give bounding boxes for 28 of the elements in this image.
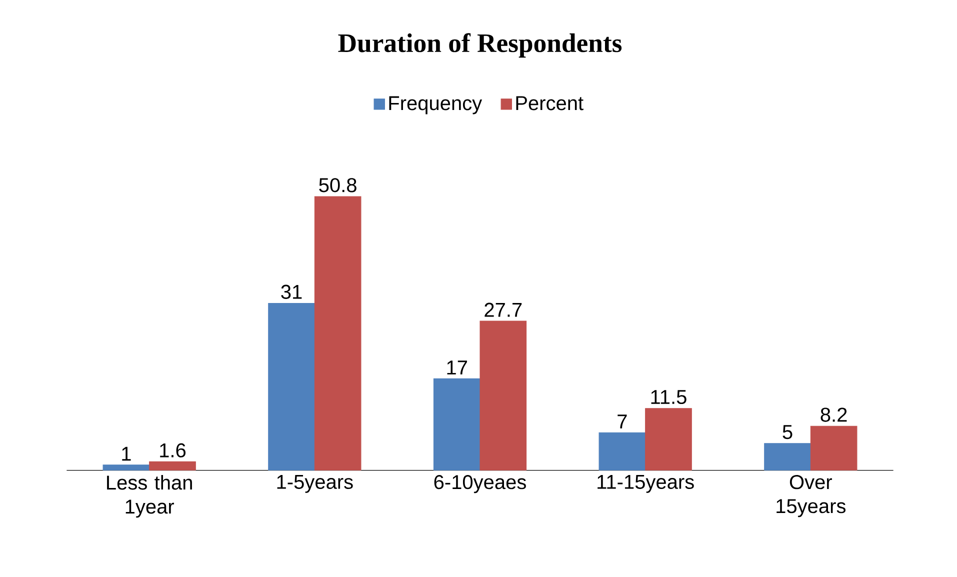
bar [645,408,692,470]
x-tick-label: 1-5years [277,475,353,493]
data-label: 5 [782,425,792,440]
data-label: 1.6 [160,443,186,458]
legend-label: Frequency [389,96,482,114]
bar [433,378,480,470]
bar [810,426,858,470]
bar [764,443,811,470]
bar [149,461,196,470]
x-tick-label: 6-10yeaes [434,475,526,494]
data-label: 8.2 [820,408,847,422]
legend-label: Percent [516,96,584,110]
x-tick-label: Over 15years [776,475,846,518]
data-label: 1 [122,446,131,461]
data-label: 27.7 [484,302,522,317]
chart-title: Duration of Respondents [338,33,622,58]
data-label: 17 [447,360,467,374]
x-tick-label: Less than 1year [107,475,192,518]
bar [598,432,646,470]
data-label: 31 [281,284,302,299]
data-label: 50.8 [319,178,356,192]
bar [314,196,362,470]
bar [102,464,150,470]
data-label: 11.5 [651,390,686,404]
bar [480,320,527,470]
data-label: 7 [618,414,627,428]
bar [268,302,315,470]
x-tick-label: 11-15years [598,475,694,493]
